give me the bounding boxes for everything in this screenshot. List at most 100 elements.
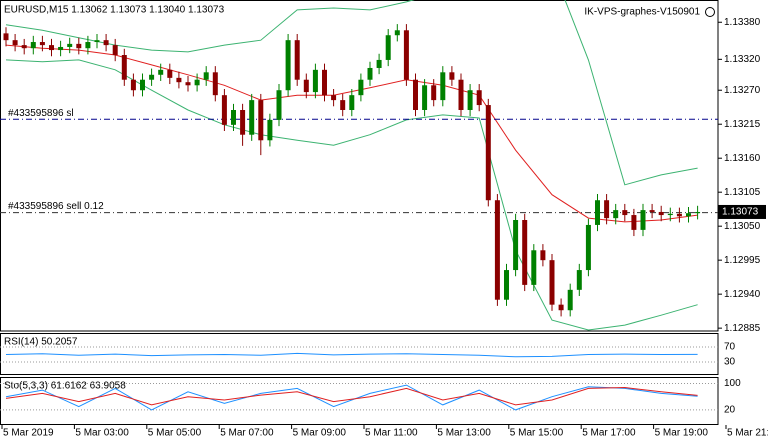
candle-body xyxy=(340,100,346,110)
y-tick-label: 1.13270 xyxy=(724,85,761,96)
x-tick-label: 5 Mar 19:00 xyxy=(655,428,709,439)
indicator-line xyxy=(5,386,698,406)
y-tick-label: 1.12995 xyxy=(724,255,761,266)
candle-body xyxy=(212,72,218,96)
candle-body xyxy=(176,77,182,83)
candle-body xyxy=(467,90,473,110)
candle-body xyxy=(103,40,109,46)
candle-body xyxy=(140,79,145,91)
stoch-panel xyxy=(0,377,719,425)
candle-body xyxy=(513,220,519,271)
candle-body xyxy=(385,35,391,60)
candle-body xyxy=(303,79,309,93)
candle-body xyxy=(522,220,528,285)
caption: IK-VPS-graphes-V150901 xyxy=(584,7,700,18)
candle-body xyxy=(167,69,173,78)
x-tick-label: 5 Mar 17:00 xyxy=(582,428,636,439)
candle-body xyxy=(576,270,582,290)
candle-body xyxy=(476,90,482,106)
candle-body xyxy=(39,42,45,46)
candle-body xyxy=(540,250,546,261)
x-tick-label: 5 Mar 2019 xyxy=(3,428,54,439)
candle-body xyxy=(3,33,9,41)
order-label: #433595896 sell 0.12 xyxy=(8,201,104,212)
candle-body xyxy=(312,69,318,93)
y-tick-label: 1.13050 xyxy=(724,221,761,232)
candle-body xyxy=(585,224,591,271)
candle-body xyxy=(667,213,673,216)
x-tick-label: 5 Mar 05:00 xyxy=(148,428,202,439)
candle-body xyxy=(394,30,400,36)
rsi-panel xyxy=(0,333,719,375)
candle-body xyxy=(21,45,27,49)
y-tick-label: 1.13160 xyxy=(724,153,761,164)
candle-body xyxy=(194,79,200,86)
y-tick-label: 1.13105 xyxy=(724,187,761,198)
y-tick-label: 30 xyxy=(724,357,736,368)
candle-body xyxy=(485,105,491,201)
candle-body xyxy=(12,40,18,46)
candle-body xyxy=(595,200,600,225)
candle-body xyxy=(613,210,619,219)
candle-body xyxy=(322,69,327,96)
y-tick-label: 1.13380 xyxy=(724,17,761,28)
candle-body xyxy=(185,82,191,86)
candle-body xyxy=(130,79,136,91)
candle-body xyxy=(504,270,509,300)
candle-body xyxy=(76,43,82,49)
candle-body xyxy=(422,85,428,110)
y-tick-label: 20 xyxy=(724,405,736,416)
candle-body xyxy=(349,95,355,110)
band-line xyxy=(5,0,698,186)
candle-body xyxy=(67,43,73,47)
candle-body xyxy=(567,289,573,311)
candle-body xyxy=(622,210,628,216)
stoch-title: Sto(5,3,3) 61.6162 63.9058 xyxy=(4,381,126,392)
candle-body xyxy=(494,200,500,300)
x-tick-label: 5 Mar 13:00 xyxy=(437,428,491,439)
candle-body xyxy=(631,215,637,230)
candle-body xyxy=(431,85,437,101)
candle-body xyxy=(558,304,564,311)
candle-body xyxy=(367,67,373,80)
y-tick-label: 100 xyxy=(724,378,741,389)
smiley-icon xyxy=(705,7,715,17)
candle-body xyxy=(267,119,273,141)
candle-body xyxy=(258,100,264,141)
indicator-line xyxy=(5,352,698,358)
candle-body xyxy=(221,95,227,125)
candle-body xyxy=(676,213,682,217)
indicator-line xyxy=(5,384,698,411)
candle-body xyxy=(640,210,646,230)
x-tick-label: 5 Mar 03:00 xyxy=(75,428,129,439)
price-box-label: 1.13073 xyxy=(722,207,759,218)
main-panel xyxy=(0,0,719,332)
x-tick-label: 5 Mar 21:00 xyxy=(727,428,768,439)
candle-body xyxy=(458,79,464,110)
candle-body xyxy=(449,72,455,80)
rsi-title: RSI(14) 50.2057 xyxy=(4,337,78,348)
candle-body xyxy=(58,46,64,51)
x-tick-label: 5 Mar 15:00 xyxy=(510,428,564,439)
chart-title: EURUSD,M15 1.13062 1.13073 1.13040 1.130… xyxy=(4,5,225,16)
candle-body xyxy=(112,45,118,55)
candle-body xyxy=(531,250,537,285)
candle-body xyxy=(649,210,655,212)
candle-body xyxy=(604,200,610,219)
candle-body xyxy=(331,95,337,101)
x-tick-label: 5 Mar 07:00 xyxy=(220,428,274,439)
y-tick-label: 1.13215 xyxy=(724,119,761,130)
y-tick-label: 1.12885 xyxy=(724,323,761,334)
candle-body xyxy=(85,42,91,49)
candle-body xyxy=(358,79,364,96)
y-tick-label: 1.13320 xyxy=(724,54,761,65)
candle-body xyxy=(294,40,300,80)
candle-body xyxy=(276,90,282,120)
price-box xyxy=(718,204,766,219)
candle-body xyxy=(686,213,691,217)
candle-body xyxy=(94,40,100,43)
candle-body xyxy=(376,59,382,68)
